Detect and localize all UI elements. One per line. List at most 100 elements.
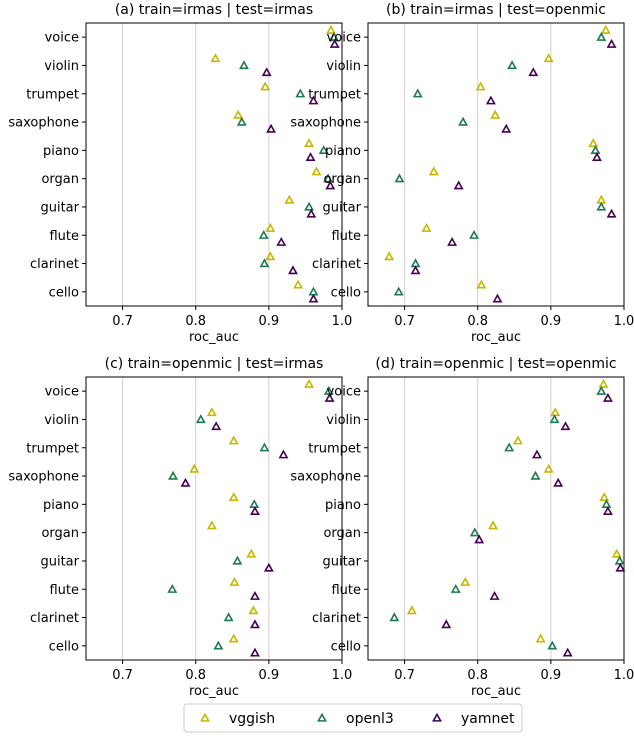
x-tick-label: 0.8 [467,314,488,329]
x-tick-label: 1.0 [614,668,634,683]
point-yamnet-flute [449,239,456,245]
point-openl3-violin [551,416,558,422]
point-yamnet-piano [604,508,611,514]
x-tick-label: 0.8 [185,314,206,329]
point-vggish-flute [423,225,430,231]
point-yamnet-organ [455,182,462,188]
point-yamnet-violin [562,423,569,429]
point-openl3-trumpet [414,90,421,96]
point-vggish-clarinet [386,253,393,259]
y-tick-label-flute: flute [49,229,79,244]
point-yamnet-organ [476,536,483,542]
point-vggish-violin [552,409,559,415]
point-openl3-voice [598,34,605,40]
point-yamnet-voice [604,395,611,401]
y-tick-label-voice: voice [45,31,79,46]
point-vggish-voice [602,27,609,33]
point-vggish-saxophone [235,111,242,117]
point-openl3-cello [549,642,556,648]
point-openl3-flute [169,586,176,592]
x-tick-label: 0.9 [259,314,280,329]
point-vggish-saxophone [492,111,499,117]
y-tick-label-violin: violin [326,59,361,74]
x-tick-label: 1.0 [332,668,353,683]
point-vggish-voice [305,381,312,387]
point-yamnet-piano [307,154,314,160]
x-tick-label: 0.9 [541,668,562,683]
y-tick-label-voice: voice [45,385,79,400]
y-tick-label-clarinet: clarinet [312,257,361,272]
point-openl3-guitar [234,557,241,563]
point-openl3-guitar [598,203,605,209]
x-tick-label: 0.8 [467,668,488,683]
point-vggish-trumpet [230,437,237,443]
point-yamnet-saxophone [182,479,189,485]
y-tick-label-piano: piano [325,498,361,513]
point-yamnet-cello [564,649,571,655]
point-vggish-organ [313,168,320,174]
y-tick-label-cello: cello [331,285,361,300]
y-tick-label-organ: organ [323,172,361,187]
point-vggish-organ [489,522,496,528]
point-yamnet-saxophone [503,125,510,131]
y-tick-label-flute: flute [331,583,361,598]
panel-title: (c) train=openmic | test=irmas [105,356,324,372]
y-tick-label-guitar: guitar [40,554,79,569]
point-vggish-violin [212,55,219,61]
point-yamnet-voice [608,41,615,47]
point-vggish-guitar [248,550,255,556]
point-yamnet-flute [491,593,498,599]
point-openl3-trumpet [297,90,304,96]
point-openl3-clarinet [391,614,398,620]
point-yamnet-guitar [617,564,624,570]
point-yamnet-piano [593,154,600,160]
point-yamnet-violin [530,69,537,75]
point-yamnet-clarinet [251,621,258,627]
point-vggish-clarinet [408,607,415,613]
point-yamnet-trumpet [533,451,540,457]
panel-3: (c) train=openmic | test=irmas0.7 0.8 0.9 1… [8,356,352,699]
point-openl3-organ [396,175,403,181]
point-vggish-cello [537,635,544,641]
y-tick-label-cello: cello [49,639,79,654]
point-vggish-cello [295,281,302,287]
point-openl3-cello [215,642,222,648]
y-tick-label-violin: violin [326,413,361,428]
point-openl3-guitar [305,203,312,209]
y-tick-label-trumpet: trumpet [308,87,361,102]
point-yamnet-violin [213,423,220,429]
point-yamnet-cello [310,295,317,301]
y-tick-label-cello: cello [49,285,79,300]
x-tick-label: 0.7 [112,668,133,683]
point-vggish-clarinet [267,253,274,259]
point-openl3-trumpet [261,444,268,450]
point-openl3-piano [592,147,599,153]
y-tick-label-guitar: guitar [322,554,361,569]
y-tick-label-voice: voice [327,385,361,400]
point-openl3-voice [598,388,605,394]
point-yamnet-trumpet [487,97,494,103]
y-tick-label-clarinet: clarinet [312,611,361,626]
point-openl3-guitar [616,557,623,563]
point-yamnet-guitar [608,210,615,216]
panel-1: (a) train=irmas | test=irmas 0.7 0.8 0.9 1.0… [8,2,352,345]
point-vggish-clarinet [250,607,257,613]
point-openl3-flute [470,232,477,238]
point-yamnet-clarinet [412,267,419,273]
y-tick-label-violin: violin [44,59,79,74]
plot-frame [86,377,342,660]
point-openl3-clarinet [225,614,232,620]
x-axis-label: roc_auc [471,330,521,345]
point-openl3-saxophone [532,472,539,478]
plot-frame [86,23,342,306]
y-tick-label-trumpet: trumpet [26,441,79,456]
point-yamnet-cello [251,649,258,655]
point-vggish-piano [305,140,312,146]
point-yamnet-flute [278,239,285,245]
point-openl3-violin [197,416,204,422]
y-tick-label-saxophone: saxophone [290,470,361,485]
point-yamnet-guitar [308,210,315,216]
legend-label-openl3: openl3 [346,711,394,727]
